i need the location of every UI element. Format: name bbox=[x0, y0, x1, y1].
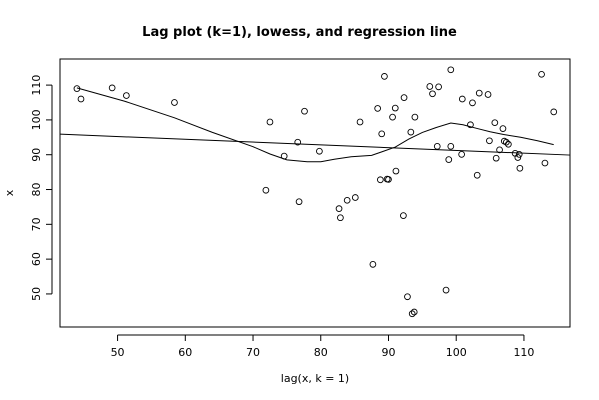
data-point bbox=[378, 130, 386, 138]
x-tick-label: 110 bbox=[513, 346, 534, 359]
x-tick-label: 60 bbox=[178, 346, 192, 359]
data-point bbox=[435, 83, 442, 91]
scatter-points-layer bbox=[73, 66, 558, 318]
data-point bbox=[389, 113, 396, 121]
data-point bbox=[377, 176, 384, 184]
data-point bbox=[351, 194, 359, 201]
data-point bbox=[108, 84, 116, 92]
data-point bbox=[505, 140, 512, 148]
data-point bbox=[433, 143, 441, 150]
data-point bbox=[484, 91, 492, 98]
data-point bbox=[475, 89, 483, 97]
data-point bbox=[499, 125, 507, 132]
data-point bbox=[400, 212, 407, 219]
data-point bbox=[492, 154, 500, 162]
y-axis-label: x bbox=[3, 189, 16, 196]
data-point bbox=[374, 105, 381, 112]
data-point bbox=[486, 137, 493, 145]
x-axis-label: lag(x, k = 1) bbox=[281, 372, 349, 385]
data-point bbox=[400, 94, 408, 101]
data-point bbox=[469, 99, 476, 107]
data-point bbox=[447, 66, 455, 74]
data-point bbox=[123, 92, 130, 99]
data-point bbox=[262, 186, 270, 194]
data-point bbox=[541, 159, 549, 167]
regression-line-layer bbox=[59, 133, 571, 156]
plot-frame bbox=[59, 58, 571, 328]
lowess-curve-layer bbox=[76, 87, 554, 163]
data-point bbox=[385, 176, 392, 183]
data-point bbox=[343, 196, 351, 204]
data-point bbox=[514, 154, 522, 161]
data-point bbox=[458, 151, 465, 158]
data-point bbox=[356, 118, 364, 126]
data-point bbox=[381, 73, 388, 80]
x-tick-label: 90 bbox=[381, 346, 395, 359]
data-point bbox=[467, 121, 474, 129]
data-point bbox=[171, 99, 178, 106]
data-point bbox=[502, 138, 510, 146]
data-point bbox=[447, 143, 455, 150]
y-tick-label: 90 bbox=[30, 148, 43, 162]
x-tick-label: 70 bbox=[246, 346, 260, 359]
data-point bbox=[473, 171, 481, 179]
data-point bbox=[280, 152, 288, 160]
data-point bbox=[550, 108, 558, 116]
data-point bbox=[316, 147, 323, 155]
data-point bbox=[392, 167, 400, 175]
y-tick-label: 110 bbox=[30, 75, 43, 96]
data-point bbox=[426, 83, 434, 90]
x-tick-label: 50 bbox=[111, 346, 125, 359]
data-point bbox=[391, 104, 399, 112]
x-axis: 50 60 70 80 90 100 110 bbox=[111, 334, 534, 359]
data-point bbox=[515, 151, 523, 158]
regression-line bbox=[59, 133, 571, 156]
y-axis: 50 60 70 80 90 100 110 bbox=[30, 75, 53, 301]
y-tick-label: 100 bbox=[30, 109, 43, 130]
data-point bbox=[538, 70, 545, 78]
data-point bbox=[294, 138, 302, 146]
y-tick-label: 70 bbox=[30, 217, 43, 231]
y-tick-label: 50 bbox=[30, 287, 43, 301]
lowess-curve bbox=[76, 87, 554, 163]
data-point bbox=[458, 95, 466, 103]
data-point bbox=[429, 90, 436, 98]
data-point bbox=[301, 107, 308, 115]
x-tick-label: 80 bbox=[314, 346, 328, 359]
data-point bbox=[337, 214, 344, 222]
data-point bbox=[295, 198, 303, 206]
y-tick-label: 80 bbox=[30, 183, 43, 197]
data-point bbox=[445, 156, 453, 163]
y-tick-label: 60 bbox=[30, 252, 43, 266]
chart-title: Lag plot (k=1), lowess, and regression l… bbox=[142, 25, 457, 40]
data-point bbox=[77, 95, 85, 103]
x-tick-label: 100 bbox=[446, 346, 467, 359]
data-point bbox=[491, 119, 499, 127]
data-point bbox=[411, 113, 419, 121]
data-point bbox=[516, 164, 524, 172]
data-point bbox=[442, 286, 450, 294]
data-point bbox=[266, 118, 274, 126]
data-point bbox=[496, 146, 503, 154]
data-point bbox=[335, 205, 343, 213]
data-point bbox=[410, 308, 418, 316]
data-point bbox=[369, 261, 377, 268]
data-point bbox=[73, 85, 81, 92]
data-point bbox=[404, 293, 411, 301]
data-point bbox=[407, 128, 415, 136]
data-point bbox=[408, 310, 416, 318]
